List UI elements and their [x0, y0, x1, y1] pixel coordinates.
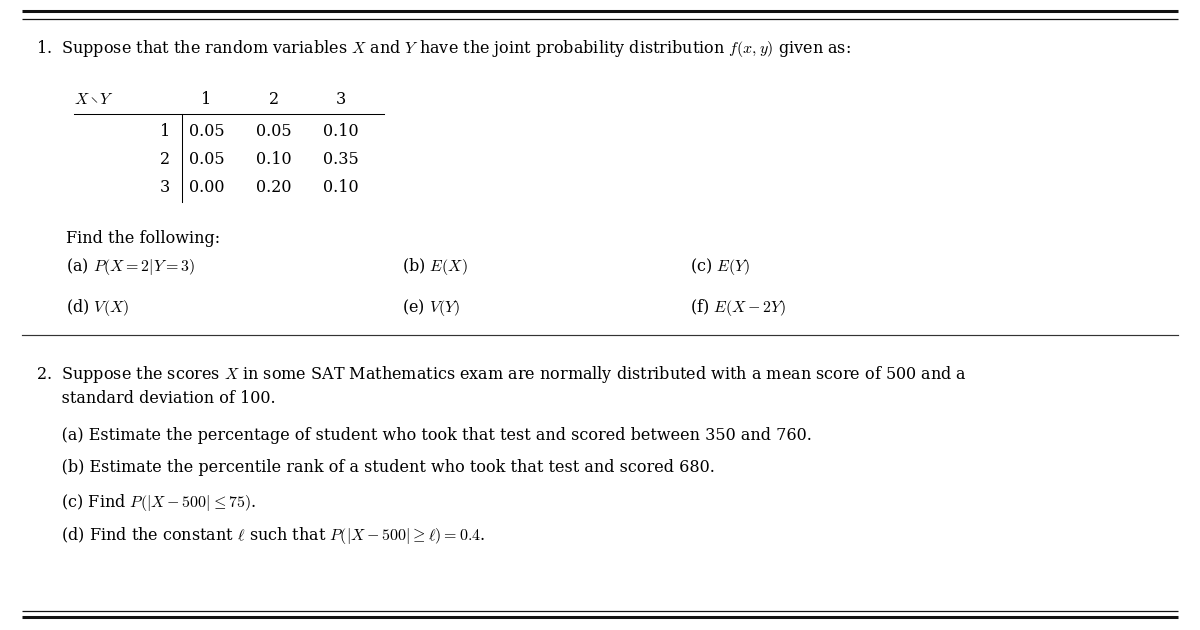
Text: (a) Estimate the percentage of student who took that test and scored between 350: (a) Estimate the percentage of student w… [36, 427, 812, 444]
Text: 0.10: 0.10 [323, 179, 359, 196]
Text: (c) $E(Y)$: (c) $E(Y)$ [690, 256, 750, 277]
Text: 0.35: 0.35 [323, 151, 359, 168]
Text: 3: 3 [336, 91, 346, 108]
Text: 0.10: 0.10 [256, 151, 292, 168]
Text: standard deviation of 100.: standard deviation of 100. [36, 390, 276, 407]
Text: 0.05: 0.05 [188, 123, 224, 140]
Text: 0.05: 0.05 [188, 151, 224, 168]
Text: (b) Estimate the percentile rank of a student who took that test and scored 680.: (b) Estimate the percentile rank of a st… [36, 459, 715, 476]
Text: Find the following:: Find the following: [66, 230, 220, 247]
Text: 3: 3 [160, 179, 170, 196]
Text: (c) Find $P(|X - 500| \leq 75)$.: (c) Find $P(|X - 500| \leq 75)$. [36, 492, 256, 513]
Text: 1.  Suppose that the random variables $X$ and $Y$ have the joint probability dis: 1. Suppose that the random variables $X$… [36, 38, 851, 59]
Text: (d) Find the constant $\ell$ such that $P(|X - 500| \geq \ell) = 0.4$.: (d) Find the constant $\ell$ such that $… [36, 525, 485, 546]
Text: 2: 2 [161, 151, 170, 168]
Text: (f) $E(X - 2Y)$: (f) $E(X - 2Y)$ [690, 297, 786, 318]
Text: 1: 1 [160, 123, 170, 140]
Text: (b) $E(X)$: (b) $E(X)$ [402, 256, 468, 277]
Text: (a) $P(X = 2|Y = 3)$: (a) $P(X = 2|Y = 3)$ [66, 256, 196, 277]
Text: 2.  Suppose the scores $X$ in some SAT Mathematics exam are normally distributed: 2. Suppose the scores $X$ in some SAT Ma… [36, 364, 967, 384]
Text: (e) $V(Y)$: (e) $V(Y)$ [402, 297, 461, 318]
Text: 0.00: 0.00 [188, 179, 224, 196]
Text: 1: 1 [202, 91, 211, 108]
Text: 0.10: 0.10 [323, 123, 359, 140]
Text: 0.05: 0.05 [256, 123, 292, 140]
Text: $X \setminus Y$: $X \setminus Y$ [74, 91, 114, 108]
Text: 0.20: 0.20 [256, 179, 292, 196]
Text: 2: 2 [269, 91, 278, 108]
Text: (d) $V(X)$: (d) $V(X)$ [66, 297, 130, 318]
